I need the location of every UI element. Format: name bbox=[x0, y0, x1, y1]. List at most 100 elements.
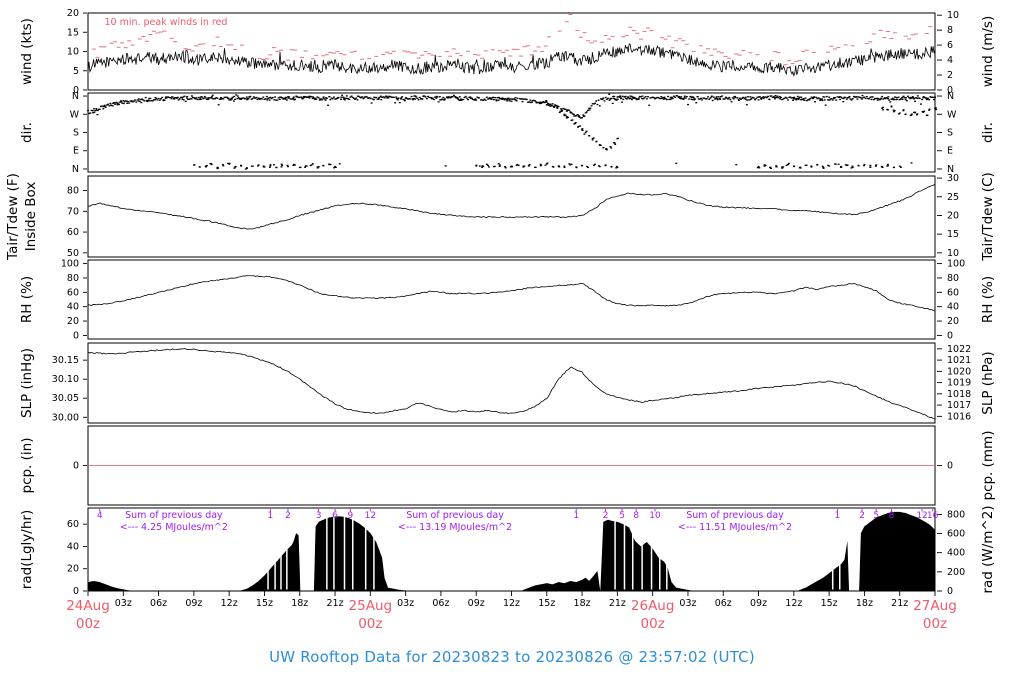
temperature-panel: 50 60 70 80 10 15 20 25 30 Tair/Tdew (F) Inside Bo… bbox=[5, 172, 996, 262]
rh-right-axis-label: RH (%) bbox=[980, 276, 996, 323]
daily-sum-annotation-value: <--- 13.19 MJoules/m^2 bbox=[398, 522, 512, 533]
svg-text:1022: 1022 bbox=[947, 344, 971, 355]
svg-text:10: 10 bbox=[67, 47, 79, 58]
x-axis-hour-label: 18z bbox=[291, 598, 308, 609]
x-axis-hour-label: 09z bbox=[185, 598, 202, 609]
rad-area bbox=[88, 511, 935, 591]
wind-avg-line bbox=[87, 43, 936, 77]
svg-text:5: 5 bbox=[73, 66, 79, 77]
rad-wm2-axis-label: rad (W/m^2) bbox=[980, 505, 996, 593]
svg-text:0: 0 bbox=[947, 85, 953, 96]
svg-text:30.05: 30.05 bbox=[52, 393, 79, 404]
x-axis-hour-label: 12z bbox=[503, 598, 520, 609]
tair-c-axis-label: Tair/Tdew (C) bbox=[980, 172, 996, 262]
svg-text:W: W bbox=[70, 109, 80, 120]
x-axis-day-label: 26Aug bbox=[631, 598, 675, 614]
svg-text:80: 80 bbox=[67, 186, 79, 197]
cumulative-mj-marker: 5 bbox=[619, 511, 625, 521]
svg-text:0: 0 bbox=[73, 461, 79, 472]
tair-f-axis-label-line1: Tair/Tdew (F) bbox=[5, 173, 21, 261]
svg-text:0: 0 bbox=[947, 461, 953, 472]
x-axis-hour-label: 12z bbox=[221, 598, 238, 609]
rh-panel-frame bbox=[87, 259, 936, 340]
x-axis-day-label: 25Aug bbox=[349, 598, 393, 614]
x-axis-hour-label: 15z bbox=[821, 598, 838, 609]
svg-text:60: 60 bbox=[67, 287, 79, 298]
svg-text:S: S bbox=[947, 128, 953, 139]
cumulative-mj-marker: 12 bbox=[916, 511, 927, 521]
svg-text:0: 0 bbox=[73, 85, 79, 96]
x-axis-hour-label: 03z bbox=[397, 598, 414, 609]
pcp-panel-frame bbox=[87, 425, 936, 506]
svg-text:20: 20 bbox=[67, 316, 79, 327]
dir-left-axis-label: dir. bbox=[19, 122, 35, 143]
svg-text:40: 40 bbox=[67, 541, 79, 552]
daily-sum-annotation-title: Sum of previous day bbox=[686, 510, 784, 521]
svg-text:800: 800 bbox=[947, 509, 965, 520]
svg-text:1018: 1018 bbox=[947, 389, 971, 400]
svg-text:70: 70 bbox=[67, 206, 79, 217]
x-axis-hour-label: 21z bbox=[609, 598, 626, 609]
cumulative-mj-marker: 2 bbox=[603, 511, 609, 521]
x-axis-hour-label: 15z bbox=[538, 598, 555, 609]
x-axis-hour-label: 15z bbox=[256, 598, 273, 609]
svg-text:100: 100 bbox=[61, 259, 79, 270]
svg-text:15: 15 bbox=[67, 27, 79, 38]
svg-text:400: 400 bbox=[947, 548, 965, 559]
cumulative-mj-marker: 1 bbox=[834, 511, 840, 521]
svg-text:N: N bbox=[72, 91, 79, 102]
svg-text:4: 4 bbox=[947, 55, 953, 66]
svg-text:30.15: 30.15 bbox=[52, 355, 79, 366]
x-axis: 24Aug 00z 03z 06z 09z 12z 15z 18z 21z 25Aug 00z 03z… bbox=[66, 591, 957, 632]
x-axis-hour-label: 06z bbox=[432, 598, 449, 609]
x-axis-hour-label: 18z bbox=[574, 598, 591, 609]
rad-lyhr-axis-label: rad(Lgly/hr) bbox=[19, 510, 35, 589]
svg-text:600: 600 bbox=[947, 529, 965, 540]
x-axis-day-hour-label: 00z bbox=[923, 616, 947, 632]
svg-text:1017: 1017 bbox=[947, 400, 971, 411]
cumulative-mj-marker: 2 bbox=[859, 511, 865, 521]
cumulative-mj-marker: 3 bbox=[316, 511, 322, 521]
cumulative-mj-marker: 16 bbox=[927, 511, 939, 521]
x-axis-hour-label: 09z bbox=[750, 598, 767, 609]
svg-text:0: 0 bbox=[73, 586, 79, 597]
cumulative-mj-marker: 12 bbox=[365, 511, 376, 521]
pcp-mm-axis-label: pcp. (mm) bbox=[980, 431, 996, 501]
svg-text:40: 40 bbox=[67, 302, 79, 313]
x-axis-hour-label: 21z bbox=[327, 598, 344, 609]
svg-text:15: 15 bbox=[947, 229, 959, 240]
svg-text:20: 20 bbox=[947, 210, 959, 221]
cumulative-mj-marker: 4 bbox=[97, 511, 103, 521]
svg-text:W: W bbox=[947, 109, 957, 120]
svg-text:1019: 1019 bbox=[947, 378, 971, 389]
svg-text:20: 20 bbox=[947, 316, 959, 327]
svg-text:0: 0 bbox=[947, 330, 953, 341]
cumulative-mj-marker: 8 bbox=[889, 511, 895, 521]
x-axis-hour-label: 06z bbox=[150, 598, 167, 609]
svg-text:10: 10 bbox=[947, 248, 959, 259]
svg-text:2: 2 bbox=[947, 70, 953, 81]
rh-left-axis-label: RH (%) bbox=[19, 276, 35, 323]
x-axis-hour-label: 12z bbox=[785, 598, 802, 609]
dir-panel-frame bbox=[87, 92, 936, 173]
daily-sum-annotation-title: Sum of previous day bbox=[406, 510, 504, 521]
cumulative-mj-marker: 10 bbox=[649, 511, 661, 521]
svg-text:6: 6 bbox=[947, 40, 953, 51]
svg-text:1020: 1020 bbox=[947, 366, 971, 377]
svg-text:30: 30 bbox=[947, 173, 959, 184]
figure-title: UW Rooftop Data for 20230823 to 20230826… bbox=[269, 648, 755, 666]
slp-inhg-axis-label: SLP (inHg) bbox=[19, 348, 35, 418]
svg-text:20: 20 bbox=[67, 564, 79, 575]
x-axis-hour-label: 21z bbox=[891, 598, 908, 609]
svg-text:30.10: 30.10 bbox=[52, 374, 79, 385]
slp-hpa-axis-label: SLP (hPa) bbox=[980, 351, 996, 414]
daily-sum-annotation-value: <--- 11.51 MJoules/m^2 bbox=[678, 522, 792, 533]
daily-sum-annotation-value: <--- 4.25 MJoules/m^2 bbox=[120, 522, 228, 533]
svg-text:20: 20 bbox=[67, 8, 79, 19]
humidity-panel: 0 0 20 20 40 40 60 60 80 80 100 100 RH (%) RH (%) bbox=[19, 259, 996, 342]
svg-text:10: 10 bbox=[947, 10, 959, 21]
